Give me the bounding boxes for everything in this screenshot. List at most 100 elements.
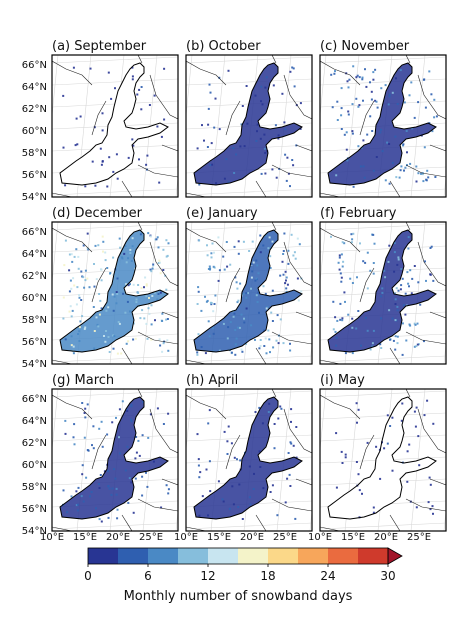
country-borders — [320, 222, 446, 364]
lat-tick-label: 56°N — [22, 337, 47, 348]
panel-frame — [185, 221, 313, 365]
panel-frame — [185, 388, 313, 532]
coastline — [193, 62, 303, 186]
panel-frame — [185, 54, 313, 198]
colorbar-tick-label: 12 — [200, 569, 215, 583]
lon-tick-label: 20°E — [240, 532, 264, 543]
colorbar-segment — [328, 548, 359, 564]
map-area — [320, 222, 446, 364]
coastline — [59, 396, 169, 520]
country-borders — [52, 222, 178, 364]
map-area — [186, 389, 312, 531]
lon-tick-label: 25°E — [139, 532, 163, 543]
colorbar-tick-label: 30 — [380, 569, 395, 583]
lat-tick-label: 60°N — [22, 460, 47, 471]
colorbar-frame — [87, 547, 389, 565]
colorbar-tick-label: 0 — [84, 569, 92, 583]
panel-title: (e) January — [186, 206, 258, 221]
map-area — [52, 222, 178, 364]
coastline — [327, 62, 437, 186]
sea-field — [328, 230, 436, 352]
coastline — [59, 229, 169, 353]
sea-field — [328, 397, 436, 519]
lat-tick-label: 64°N — [22, 249, 47, 260]
lat-tick-label: 54°N — [22, 359, 47, 370]
lat-tick-label: 64°N — [22, 82, 47, 93]
colorbar-segment — [88, 548, 119, 564]
lon-tick-label: 20°E — [106, 532, 130, 543]
snowband-pixels — [330, 232, 435, 356]
panel-title: (g) March — [52, 373, 114, 388]
lat-tick-label: 62°N — [22, 104, 47, 115]
map-area — [52, 389, 178, 531]
panel-title: (d) December — [52, 206, 143, 221]
country-borders — [320, 55, 446, 197]
colorbar-segment — [208, 548, 239, 564]
colorbar-tick-label: 6 — [144, 569, 152, 583]
map-panel: (f) February — [319, 206, 447, 365]
map-area — [186, 55, 312, 197]
panel-frame — [319, 54, 447, 198]
sea-field — [328, 63, 436, 185]
colorbar-segment — [268, 548, 299, 564]
map-area — [320, 389, 446, 531]
lat-tick-label: 58°N — [22, 482, 47, 493]
lat-tick-label: 62°N — [22, 271, 47, 282]
snowband-pixels — [62, 400, 170, 523]
map-panel: (h) April — [185, 373, 313, 532]
coastline — [327, 229, 437, 353]
coastline — [327, 396, 437, 520]
map-area — [320, 55, 446, 197]
country-borders — [320, 389, 446, 531]
sea-field — [194, 230, 302, 352]
colorbar-tick-label: 18 — [260, 569, 275, 583]
colorbar-segment — [178, 548, 209, 564]
panel-title: (a) September — [52, 39, 147, 54]
sea-field — [60, 230, 168, 352]
lat-tick-label: 56°N — [22, 504, 47, 515]
map-panel: (i) May — [319, 373, 447, 532]
panel-frame — [51, 221, 179, 365]
lat-tick-label: 58°N — [22, 148, 47, 159]
lat-tick-label: 64°N — [22, 416, 47, 427]
lat-tick-label: 56°N — [22, 170, 47, 181]
panel-title: (i) May — [320, 373, 365, 388]
lat-tick-label: 58°N — [22, 315, 47, 326]
panel-frame — [319, 388, 447, 532]
map-panel: (b) October — [185, 39, 313, 198]
lon-tick-label: 10°E — [40, 532, 64, 543]
colorbar-segment — [238, 548, 269, 564]
panel-frame — [51, 54, 179, 198]
lon-tick-label: 10°E — [308, 532, 332, 543]
colorbar-segment — [148, 548, 179, 564]
panel-frame — [319, 221, 447, 365]
lon-tick-label: 25°E — [407, 532, 431, 543]
lat-tick-label: 60°N — [22, 293, 47, 304]
panel-title: (b) October — [186, 39, 261, 54]
lon-tick-label: 15°E — [73, 532, 97, 543]
latitude-labels: 66°N 64°N 62°N 60°N 58°N 56°N 54°N 66°N 64°N 62°N… — [22, 60, 47, 537]
map-area — [186, 222, 312, 364]
panel-frame — [51, 388, 179, 532]
panel-title: (h) April — [186, 373, 238, 388]
sea-field — [60, 63, 168, 185]
lat-tick-label: 62°N — [22, 438, 47, 449]
map-panel: (e) January — [185, 206, 313, 365]
sea-field — [60, 397, 168, 519]
coastline — [59, 62, 169, 186]
colorbar-segment — [118, 548, 149, 564]
lat-tick-label: 66°N — [22, 227, 47, 238]
country-borders — [186, 222, 312, 364]
panel-title: (c) November — [320, 39, 410, 54]
snowband-pixels — [196, 232, 303, 356]
colorbar-tick-label: 24 — [320, 569, 335, 583]
coastline — [193, 229, 303, 353]
colorbar-segment — [358, 548, 389, 564]
coastline — [193, 396, 303, 520]
lat-tick-label: 66°N — [22, 60, 47, 71]
country-borders — [186, 55, 312, 197]
panel-grid: (a) September (b) October (c) November (d) … — [51, 39, 447, 532]
panel-title: (f) February — [320, 206, 397, 221]
lon-tick-label: 15°E — [207, 532, 231, 543]
